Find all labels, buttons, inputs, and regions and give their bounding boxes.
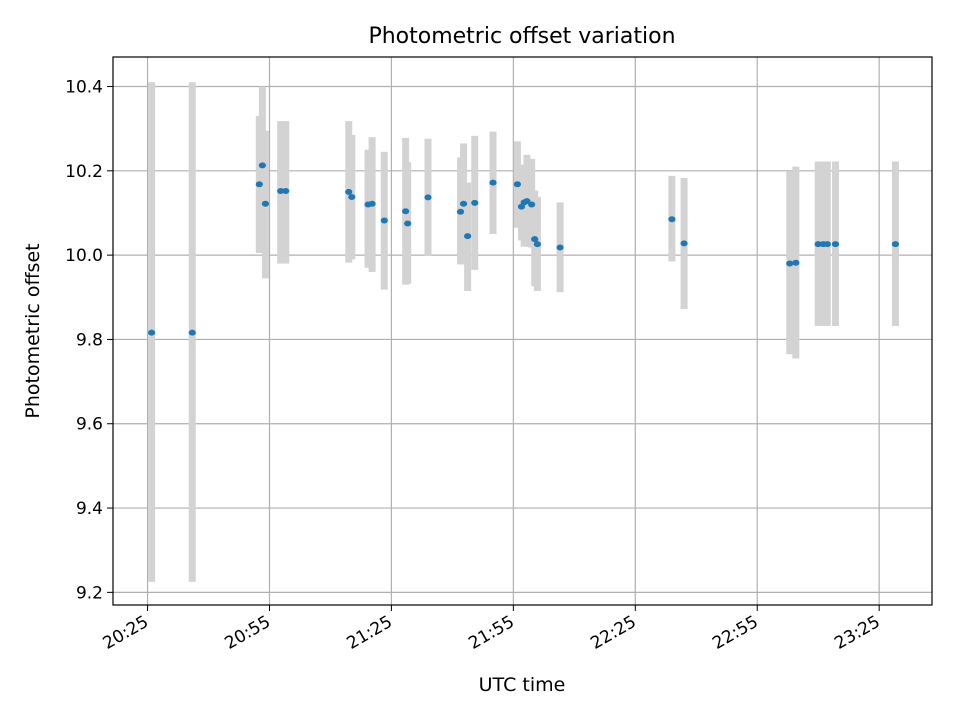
y-tick-label: 10.0 <box>65 246 103 266</box>
data-point <box>786 260 794 267</box>
data-point <box>489 179 497 186</box>
x-axis-ticks: 20:25 20:55 21:25 21:55 22:25 22:55 23:25 <box>100 605 884 654</box>
error-bar <box>364 149 372 268</box>
data-point <box>424 194 432 201</box>
data-point <box>668 216 676 223</box>
data-point <box>814 241 822 248</box>
data-point <box>891 241 900 248</box>
data-point <box>277 188 285 195</box>
data-point <box>402 208 410 215</box>
y-tick-label: 10.2 <box>65 162 103 182</box>
y-tick-label: 9.2 <box>76 583 103 603</box>
data-point <box>404 220 412 227</box>
data-point <box>188 329 196 336</box>
data-point <box>368 200 376 207</box>
x-axis-label: UTC time <box>479 674 566 696</box>
data-point <box>792 259 800 266</box>
data-point <box>533 241 542 248</box>
y-axis-label: Photometric offset <box>22 243 44 418</box>
data-point <box>556 244 564 251</box>
y-axis-ticks: 9.2 9.4 9.6 9.8 10.0 10.2 10.4 <box>65 78 113 603</box>
data-point <box>513 181 522 188</box>
data-point <box>459 200 468 207</box>
data-point <box>523 198 531 205</box>
data-point <box>471 199 479 206</box>
data-point <box>528 201 536 208</box>
data-point <box>380 217 388 224</box>
data-point <box>348 193 356 200</box>
data-point <box>680 240 688 247</box>
data-point <box>255 181 263 188</box>
y-tick-label: 9.6 <box>76 415 103 435</box>
data-point <box>258 162 266 169</box>
y-tick-label: 9.8 <box>76 330 103 350</box>
data-point <box>282 188 290 195</box>
y-tick-label: 9.4 <box>76 499 103 519</box>
data-point <box>456 208 465 215</box>
data-point <box>823 241 831 248</box>
data-point <box>464 233 472 240</box>
y-tick-label: 10.4 <box>65 78 103 98</box>
data-point <box>345 188 353 195</box>
data-points <box>148 162 900 336</box>
data-point <box>261 200 270 207</box>
chart-title: Photometric offset variation <box>368 24 675 49</box>
data-point <box>148 329 156 336</box>
plot-frame <box>112 56 933 606</box>
data-point <box>831 241 840 248</box>
data-point <box>531 236 539 243</box>
